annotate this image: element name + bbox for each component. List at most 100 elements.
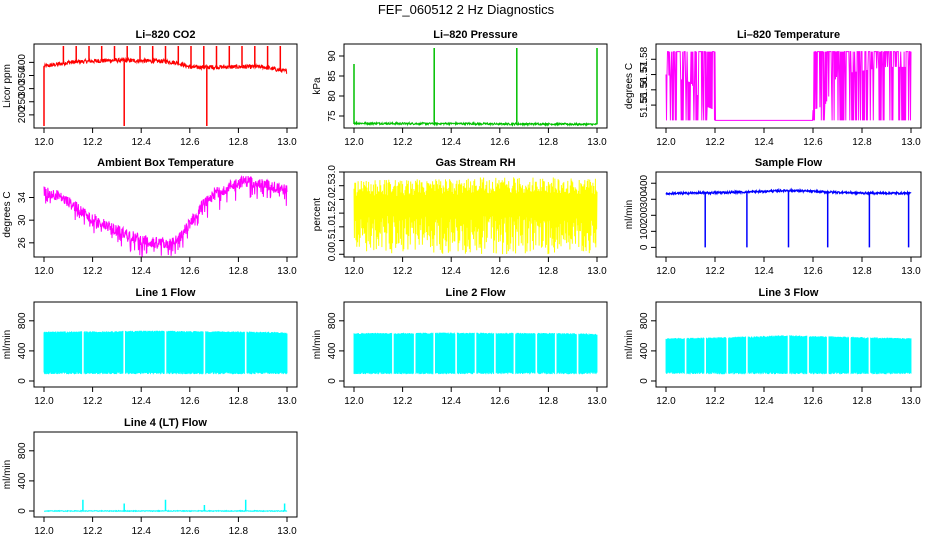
x-tick-label: 12.2	[393, 396, 413, 407]
data-series-line	[43, 175, 288, 257]
x-tick-label: 13.0	[277, 526, 297, 537]
x-tick-label: 12.8	[852, 266, 872, 277]
x-tick-label: 12.6	[803, 396, 823, 407]
panel-sample_flow: Sample Flow ml/min 12.0 12.2 12.4 12.6 12.8 13.…	[624, 157, 922, 277]
x-tick-label: 12.8	[229, 137, 249, 148]
x-tick-label: 12.4	[131, 266, 151, 277]
y-tick-label: 85	[327, 70, 338, 82]
y-tick-label: 400	[17, 472, 28, 489]
x-tick-label: 12.2	[83, 396, 103, 407]
data-gap	[868, 303, 871, 386]
y-axis-label: degrees C	[624, 63, 635, 109]
y-axis-label: degrees C	[2, 191, 13, 237]
x-tick-label: 13.0	[901, 137, 921, 148]
x-tick-label: 12.0	[34, 526, 54, 537]
x-tick-label: 12.0	[34, 396, 54, 407]
panel-title: Li–820 Temperature	[737, 29, 840, 41]
x-tick-label: 12.6	[180, 137, 200, 148]
data-gap	[535, 303, 538, 386]
y-axis-label: ml/min	[2, 330, 13, 359]
x-tick-label: 12.0	[34, 137, 54, 148]
x-tick-label: 12.6	[490, 266, 510, 277]
y-tick-label: 3.0	[327, 165, 338, 179]
data-gap	[746, 303, 748, 386]
x-tick-label: 12.4	[441, 396, 461, 407]
y-tick-label: 100	[639, 223, 650, 240]
x-tick-label: 13.0	[901, 266, 921, 277]
data-gap	[849, 303, 851, 386]
y-axis-label: ml/min	[624, 200, 635, 229]
y-tick-label: 400	[639, 174, 650, 191]
y-tick-label: 0	[327, 378, 338, 384]
x-tick-label: 12.0	[656, 266, 676, 277]
panel-title: Ambient Box Temperature	[97, 157, 234, 169]
y-tick-label: 350	[17, 67, 28, 84]
x-tick-label: 12.0	[344, 137, 364, 148]
y-tick-label: 75	[327, 110, 338, 122]
data-gap	[726, 303, 729, 386]
panel-title: Li–820 CO2	[136, 29, 196, 41]
x-tick-label: 12.6	[180, 396, 200, 407]
y-tick-label: 400	[639, 342, 650, 359]
x-tick-label: 12.8	[852, 137, 872, 148]
x-tick-label: 12.6	[490, 396, 510, 407]
y-tick-label: 400	[17, 54, 28, 71]
y-tick-label: 0.5	[327, 233, 338, 247]
y-axis-label: ml/min	[312, 330, 323, 359]
figure-title: FEF_060512 2 Hz Diagnostics	[378, 2, 555, 17]
y-tick-label: 51.57	[639, 62, 650, 87]
panel-line3: Line 3 Flow ml/min 12.0 12.2 12.4 12.6 12.8 13.…	[624, 287, 922, 407]
x-tick-label: 12.4	[131, 526, 151, 537]
data-series-line	[353, 177, 598, 255]
y-axis-label: ml/min	[2, 460, 13, 489]
y-tick-label: 2.0	[327, 192, 338, 206]
data-gap	[494, 303, 496, 386]
x-tick-label: 13.0	[587, 266, 607, 277]
y-tick-label: 51.55	[639, 92, 650, 117]
x-tick-label: 12.8	[539, 137, 559, 148]
data-gap	[576, 303, 579, 386]
data-spikes	[82, 499, 286, 511]
data-gap	[392, 303, 394, 386]
y-tick-label: 800	[327, 312, 338, 329]
data-gap	[203, 303, 206, 386]
x-tick-label: 13.0	[901, 396, 921, 407]
x-tick-label: 12.8	[229, 526, 249, 537]
y-tick-label: 51.56	[639, 77, 650, 102]
y-tick-label: 0.0	[327, 247, 338, 261]
y-tick-label: 800	[17, 442, 28, 459]
data-gap	[82, 303, 84, 386]
y-tick-label: 2.5	[327, 178, 338, 192]
panel-title: Line 1 Flow	[136, 287, 196, 299]
x-tick-label: 12.0	[344, 266, 364, 277]
x-tick-label: 12.2	[705, 266, 725, 277]
y-tick-label: 400	[327, 342, 338, 359]
x-tick-label: 12.6	[180, 526, 200, 537]
x-tick-label: 12.6	[803, 266, 823, 277]
data-gap	[433, 303, 435, 386]
y-tick-label: 51.58	[639, 46, 650, 71]
x-tick-label: 12.4	[131, 137, 151, 148]
data-gap	[455, 303, 457, 386]
panel-title: Sample Flow	[755, 157, 823, 169]
data-gap	[807, 303, 809, 386]
data-series-line	[353, 120, 598, 128]
x-tick-label: 12.4	[131, 396, 151, 407]
y-tick-label: 200	[639, 207, 650, 224]
x-tick-label: 12.2	[83, 137, 103, 148]
y-tick-label: 26	[17, 237, 28, 249]
x-tick-label: 12.8	[539, 396, 559, 407]
data-gap	[164, 303, 167, 386]
data-gap	[244, 303, 247, 386]
panel-line1: Line 1 Flow ml/min 12.0 12.2 12.4 12.6 12.8 13.…	[2, 287, 298, 407]
x-tick-label: 13.0	[277, 396, 297, 407]
x-tick-label: 12.2	[705, 396, 725, 407]
data-gap	[826, 303, 829, 386]
panel-line4: Line 4 (LT) Flow ml/min 12.0 12.2 12.4 12.6 12…	[2, 417, 298, 537]
y-tick-label: 300	[639, 190, 650, 207]
y-axis-label: kPa	[312, 77, 323, 95]
x-tick-label: 13.0	[277, 266, 297, 277]
y-tick-label: 0	[17, 378, 28, 384]
y-tick-label: 1.5	[327, 206, 338, 220]
y-tick-label: 800	[17, 312, 28, 329]
